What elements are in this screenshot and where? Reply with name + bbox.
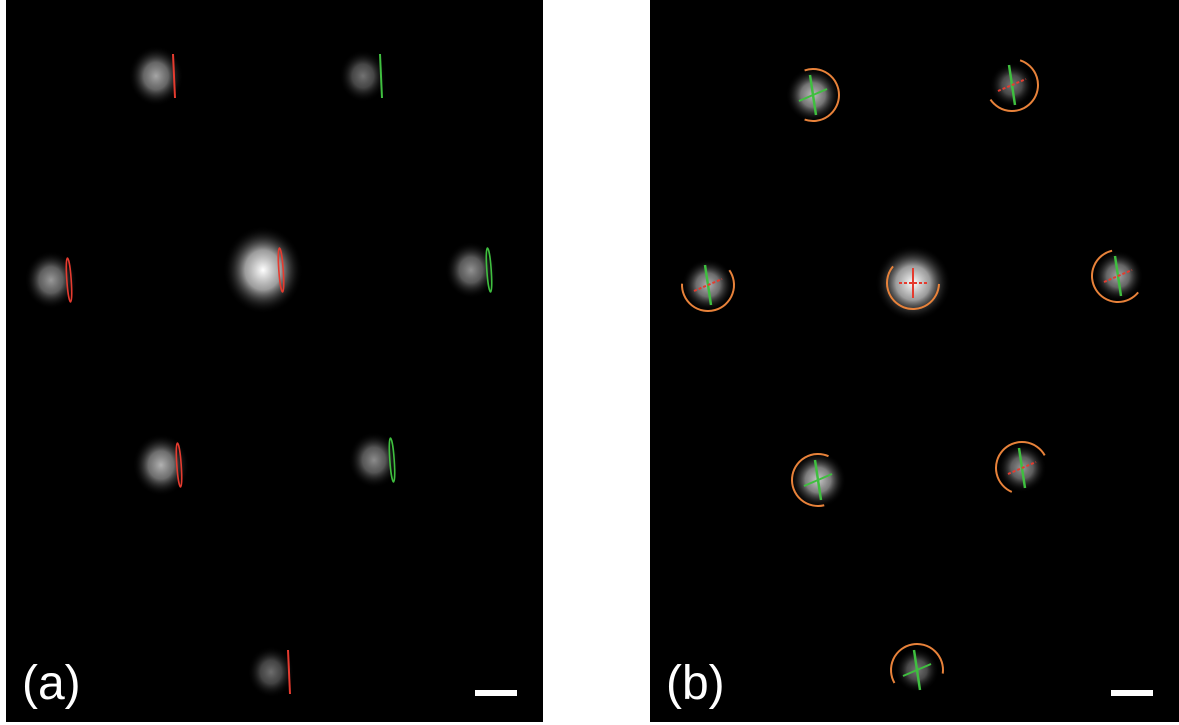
spot-8 xyxy=(247,646,295,698)
spot-4 xyxy=(875,245,951,321)
panel-a-image xyxy=(24,45,497,698)
orientation-ellipse xyxy=(175,442,183,488)
orientation-ellipse xyxy=(65,257,73,303)
orientation-line xyxy=(287,649,291,695)
spot-glow xyxy=(339,49,387,103)
spot-1 xyxy=(785,67,841,123)
panel-b-image xyxy=(681,59,1144,693)
orientation-arc xyxy=(890,643,944,684)
spot-2 xyxy=(339,49,387,103)
panel-a-label: (a) xyxy=(22,657,81,710)
spot-5 xyxy=(1091,249,1144,303)
panel-b-scale-bar xyxy=(1111,690,1153,696)
cross-line xyxy=(997,78,1027,92)
spot-glow xyxy=(128,45,184,107)
orientation-arc xyxy=(1091,249,1139,303)
cross-line xyxy=(902,663,932,677)
cross-line xyxy=(798,88,828,102)
cross-line xyxy=(1103,269,1133,283)
spot-3 xyxy=(681,258,735,312)
spot-6 xyxy=(789,451,847,509)
panel-b: (b) xyxy=(650,0,1179,722)
cross-line xyxy=(693,278,723,292)
cross-line xyxy=(803,473,833,487)
spot-glow xyxy=(445,241,497,299)
panel-b-label: (b) xyxy=(666,657,725,710)
orientation-arc xyxy=(804,68,840,122)
panel-a: (a) xyxy=(6,0,543,722)
orientation-line xyxy=(172,53,176,99)
orientation-arc xyxy=(791,453,829,507)
spot-7 xyxy=(348,431,400,489)
spot-4 xyxy=(223,226,303,314)
spot-7 xyxy=(995,441,1047,493)
spot-glow xyxy=(223,226,303,314)
spot-glow xyxy=(24,250,78,310)
orientation-arc xyxy=(995,441,1046,493)
spot-3 xyxy=(24,250,78,310)
spot-1 xyxy=(128,45,184,107)
orientation-ellipse xyxy=(485,247,493,293)
orientation-arc xyxy=(681,269,735,312)
orientation-arc xyxy=(886,265,940,310)
spot-glow xyxy=(132,433,190,497)
orientation-line xyxy=(379,53,383,99)
spot-8 xyxy=(890,643,944,693)
spot-6 xyxy=(132,433,190,497)
orientation-arc xyxy=(989,59,1039,112)
panel-a-scale-bar xyxy=(475,690,517,696)
cross-line xyxy=(1007,461,1037,475)
spot-glow xyxy=(247,646,295,698)
orientation-ellipse xyxy=(277,247,285,293)
spot-5 xyxy=(445,241,497,299)
spot-glow xyxy=(348,431,400,489)
spot-2 xyxy=(989,59,1039,112)
orientation-ellipse xyxy=(388,437,396,483)
